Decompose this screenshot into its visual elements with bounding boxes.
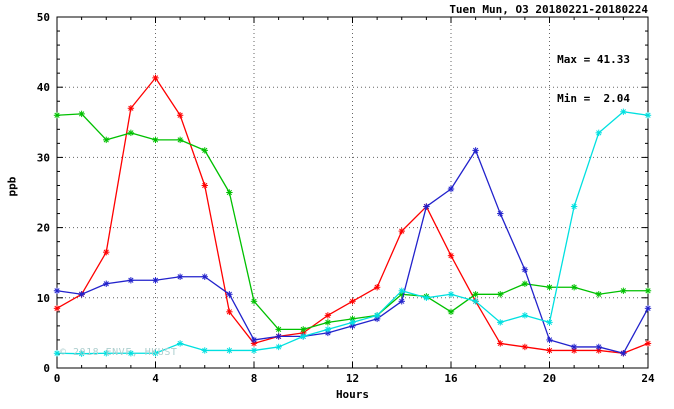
svg-text:16: 16 — [444, 372, 458, 385]
svg-text:0: 0 — [54, 372, 61, 385]
x-axis-title: Hours — [335, 388, 370, 401]
y-axis-title: ppb — [5, 176, 19, 197]
svg-text:4: 4 — [152, 372, 159, 385]
watermark-text: © 2018 ENVF, HKUST — [60, 347, 178, 358]
svg-text:24: 24 — [641, 372, 655, 385]
svg-text:40: 40 — [37, 81, 50, 94]
stats-box: Max = 41.33 Min = 2.04 — [557, 27, 630, 131]
svg-text:30: 30 — [37, 151, 50, 164]
svg-text:0: 0 — [43, 362, 50, 375]
min-value-label: Min = 2.04 — [557, 92, 630, 105]
svg-text:20: 20 — [543, 372, 556, 385]
svg-text:20: 20 — [37, 222, 50, 235]
max-value-label: Max = 41.33 — [557, 53, 630, 66]
svg-text:50: 50 — [37, 11, 50, 24]
svg-text:10: 10 — [37, 292, 50, 305]
svg-text:8: 8 — [251, 372, 258, 385]
chart-title: Tuen Mun, O3 20180221-20180224 — [449, 3, 648, 16]
svg-text:12: 12 — [346, 372, 359, 385]
